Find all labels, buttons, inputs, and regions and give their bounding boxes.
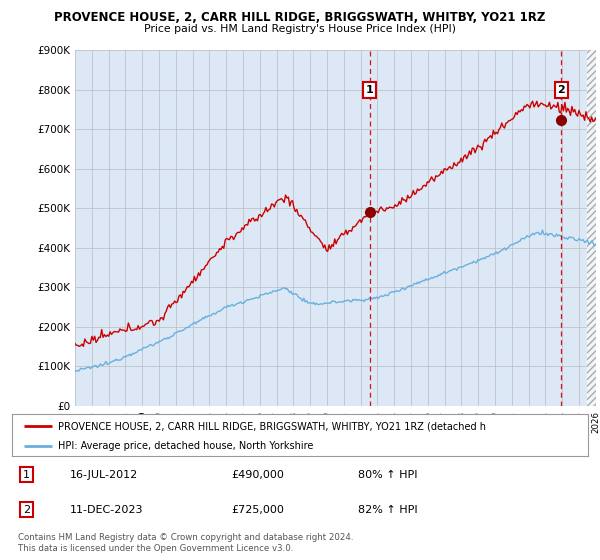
Text: 80% ↑ HPI: 80% ↑ HPI [358, 470, 417, 479]
Text: PROVENCE HOUSE, 2, CARR HILL RIDGE, BRIGGSWATH, WHITBY, YO21 1RZ (detached h: PROVENCE HOUSE, 2, CARR HILL RIDGE, BRIG… [58, 421, 486, 431]
Text: 11-DEC-2023: 11-DEC-2023 [70, 505, 143, 515]
Text: 1: 1 [366, 85, 374, 95]
Text: This data is licensed under the Open Government Licence v3.0.: This data is licensed under the Open Gov… [18, 544, 293, 553]
Text: £490,000: £490,000 [231, 470, 284, 479]
Text: 16-JUL-2012: 16-JUL-2012 [70, 470, 138, 479]
Text: Price paid vs. HM Land Registry's House Price Index (HPI): Price paid vs. HM Land Registry's House … [144, 24, 456, 34]
Text: HPI: Average price, detached house, North Yorkshire: HPI: Average price, detached house, Nort… [58, 441, 313, 451]
Text: PROVENCE HOUSE, 2, CARR HILL RIDGE, BRIGGSWATH, WHITBY, YO21 1RZ: PROVENCE HOUSE, 2, CARR HILL RIDGE, BRIG… [55, 11, 545, 24]
Text: Contains HM Land Registry data © Crown copyright and database right 2024.: Contains HM Land Registry data © Crown c… [18, 533, 353, 542]
Text: 82% ↑ HPI: 82% ↑ HPI [358, 505, 417, 515]
Text: 2: 2 [23, 505, 30, 515]
Text: 2: 2 [557, 85, 565, 95]
Text: £725,000: £725,000 [231, 505, 284, 515]
Text: 1: 1 [23, 470, 30, 479]
